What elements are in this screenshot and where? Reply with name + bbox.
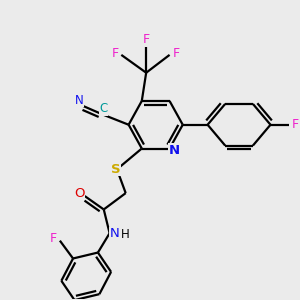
Text: F: F [172, 47, 180, 60]
Text: F: F [142, 33, 150, 46]
Text: C: C [100, 103, 108, 116]
Text: S: S [111, 163, 120, 176]
Text: N: N [169, 143, 180, 157]
Text: F: F [292, 118, 299, 131]
Text: N: N [74, 94, 83, 106]
Text: F: F [111, 47, 118, 60]
Text: O: O [74, 187, 85, 200]
Text: H: H [120, 228, 129, 241]
Text: N: N [110, 227, 120, 240]
Text: F: F [50, 232, 57, 245]
